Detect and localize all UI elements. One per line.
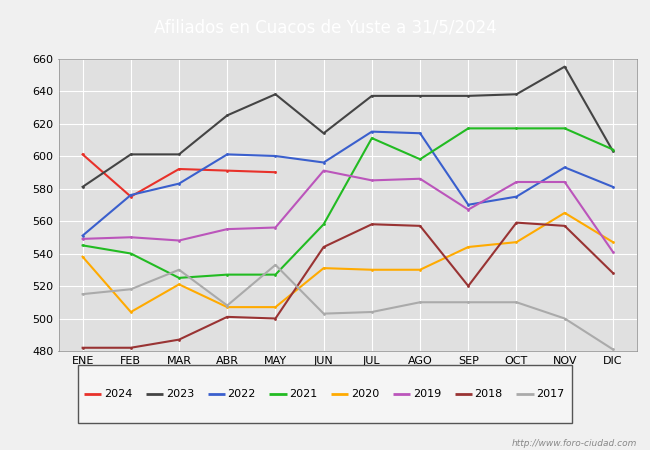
Text: 2019: 2019 xyxy=(413,389,441,399)
Text: 2018: 2018 xyxy=(474,389,502,399)
Text: http://www.foro-ciudad.com: http://www.foro-ciudad.com xyxy=(512,439,637,448)
Text: 2020: 2020 xyxy=(351,389,379,399)
Text: 2017: 2017 xyxy=(536,389,564,399)
Text: 2021: 2021 xyxy=(289,389,317,399)
Text: 2022: 2022 xyxy=(227,389,256,399)
Text: 2023: 2023 xyxy=(166,389,194,399)
Text: Afiliados en Cuacos de Yuste a 31/5/2024: Afiliados en Cuacos de Yuste a 31/5/2024 xyxy=(153,18,497,36)
Text: 2024: 2024 xyxy=(104,389,133,399)
FancyBboxPatch shape xyxy=(78,364,572,423)
